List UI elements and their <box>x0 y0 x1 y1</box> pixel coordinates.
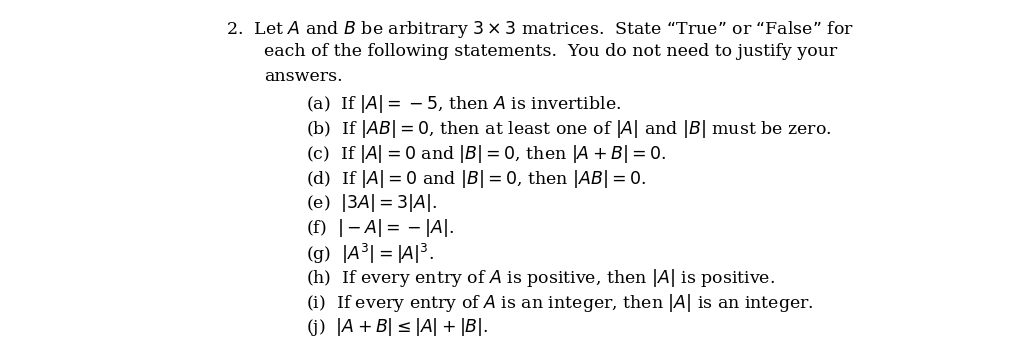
Text: (j)  $|A + B| \leq |A| + |B|$.: (j) $|A + B| \leq |A| + |B|$. <box>306 316 488 337</box>
Text: (g)  $|A^3| = |A|^3$.: (g) $|A^3| = |A|^3$. <box>306 242 434 266</box>
Text: (a)  If $|A| = -5$, then $A$ is invertible.: (a) If $|A| = -5$, then $A$ is invertibl… <box>306 93 621 115</box>
Text: (f)  $|-A| = -|A|$.: (f) $|-A| = -|A|$. <box>306 217 454 239</box>
Text: (h)  If every entry of $A$ is positive, then $|A|$ is positive.: (h) If every entry of $A$ is positive, t… <box>306 267 775 289</box>
Text: (c)  If $|A| = 0$ and $|B| = 0$, then $|A + B| = 0$.: (c) If $|A| = 0$ and $|B| = 0$, then $|A… <box>306 143 666 165</box>
Text: (b)  If $|AB| = 0$, then at least one of $|A|$ and $|B|$ must be zero.: (b) If $|AB| = 0$, then at least one of … <box>306 118 831 140</box>
Text: each of the following statements.  You do not need to justify your: each of the following statements. You do… <box>264 43 837 60</box>
Text: (i)  If every entry of $A$ is an integer, then $|A|$ is an integer.: (i) If every entry of $A$ is an integer,… <box>306 292 813 313</box>
Text: answers.: answers. <box>264 68 343 85</box>
Text: 2.  Let $A$ and $B$ be arbitrary $3 \times 3$ matrices.  State “True” or “False”: 2. Let $A$ and $B$ be arbitrary $3 \time… <box>226 19 854 40</box>
Text: (e)  $|3A| = 3|A|$.: (e) $|3A| = 3|A|$. <box>306 192 437 214</box>
Text: (d)  If $|A| = 0$ and $|B| = 0$, then $|AB| = 0$.: (d) If $|A| = 0$ and $|B| = 0$, then $|A… <box>306 167 645 189</box>
